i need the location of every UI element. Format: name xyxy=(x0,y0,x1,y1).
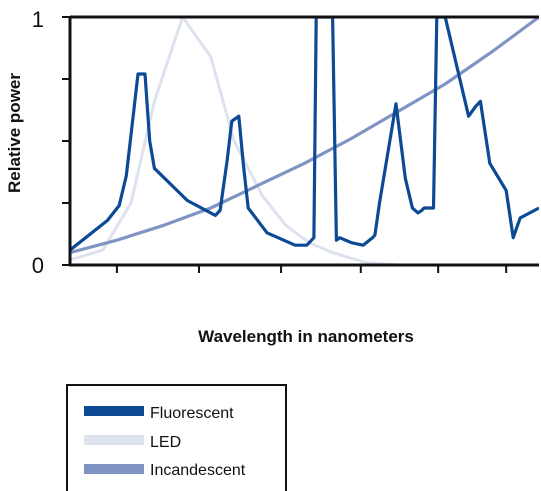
y-tick-label-1: 1 xyxy=(32,7,44,32)
plot-area xyxy=(70,17,539,265)
ticks xyxy=(62,16,508,273)
series-line-led xyxy=(70,17,399,265)
y-tick-label-0: 0 xyxy=(32,253,44,278)
series-line-fluorescent xyxy=(70,17,539,252)
legend-label-fluorescent: Fluorescent xyxy=(150,405,234,422)
legend-label-led: LED xyxy=(150,434,181,451)
y-axis-title: Relative power xyxy=(5,73,24,193)
axes xyxy=(68,15,539,267)
x-axis-title: Wavelength in nanometers xyxy=(198,327,414,346)
legend-swatch-led xyxy=(84,435,144,445)
legend-swatch-fluorescent xyxy=(84,406,144,416)
series-line-incandescent xyxy=(70,17,539,255)
legend-label-incandescent: Incandescent xyxy=(150,462,246,479)
legend: Fluorescent LED Incandescent xyxy=(66,384,287,491)
legend-swatch-incandescent xyxy=(84,464,144,474)
